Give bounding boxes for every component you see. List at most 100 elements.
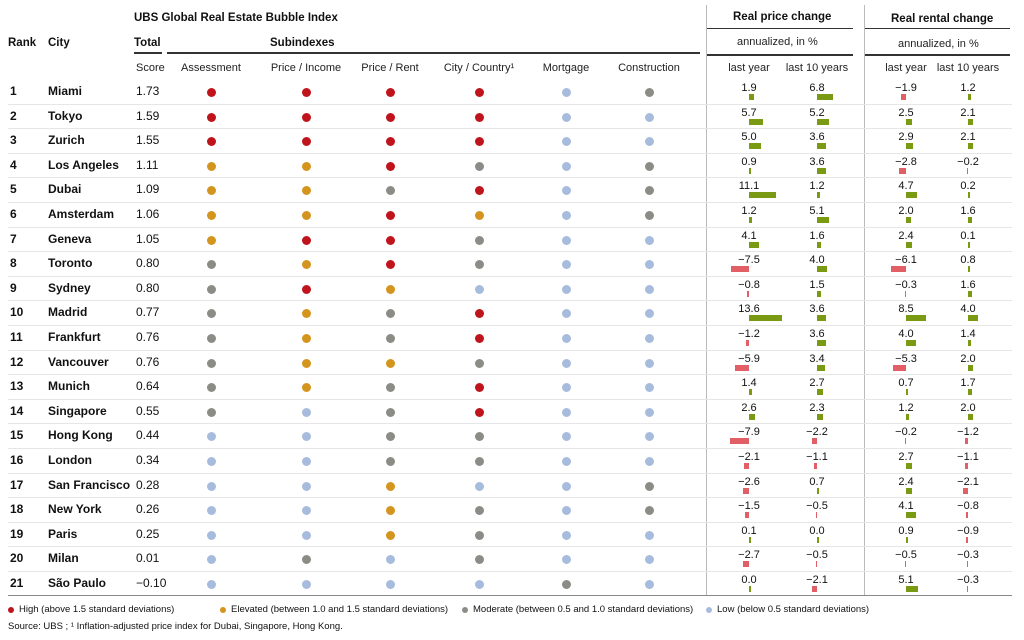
- change-value: −0.5: [895, 549, 917, 562]
- subindex-dot: [474, 432, 484, 442]
- legend-high-dot: [8, 606, 14, 613]
- subindex-col-header: Price / Rent: [361, 62, 419, 74]
- change-value: 2.7: [898, 451, 914, 463]
- subindex-dot: [644, 506, 654, 516]
- rank-header: Rank: [8, 37, 37, 49]
- change-bar: [749, 118, 763, 125]
- change-bar: [968, 118, 974, 125]
- change-bar: [745, 512, 749, 519]
- subindex-dot: [301, 555, 311, 565]
- subindex-dot: [206, 358, 216, 368]
- change-bar: [899, 167, 906, 174]
- change-bar: [743, 463, 749, 469]
- city-cell: Madrid: [48, 305, 88, 320]
- change-bar: [817, 413, 823, 420]
- subindexes-underline: [167, 52, 700, 54]
- change-value: 4.0: [809, 254, 825, 267]
- change-col-header: last 10 years: [936, 62, 1000, 74]
- subindex-dot: [206, 137, 216, 147]
- change-value: −2.1: [738, 451, 760, 463]
- subindex-dot: [561, 432, 571, 442]
- row-separator: [8, 374, 1012, 376]
- change-bar: [749, 217, 752, 223]
- change-bar: [968, 241, 970, 248]
- city-cell: Miami: [48, 84, 83, 98]
- rank-cell: 20: [10, 551, 24, 566]
- subindex-dot: [206, 161, 216, 171]
- change-bar: [749, 536, 751, 543]
- row-separator: [8, 472, 1012, 474]
- subindex-dot: [561, 112, 571, 122]
- subindex-dot: [644, 211, 654, 220]
- score-cell: 0.80: [136, 256, 160, 271]
- subindex-dot: [301, 432, 311, 442]
- subindex-dot: [385, 112, 395, 122]
- city-cell: Dubai: [48, 182, 82, 197]
- change-value: −2.1: [957, 475, 979, 488]
- legend-moderate-dot: [462, 606, 468, 613]
- score-cell: 1.55: [136, 133, 160, 148]
- row-separator: [8, 497, 1012, 499]
- score-cell: 1.09: [136, 182, 160, 197]
- change-value: −1.1: [957, 451, 979, 463]
- subindex-dot: [301, 506, 311, 516]
- change-bar: [904, 438, 906, 445]
- city-cell: Geneva: [48, 231, 92, 246]
- change-bar: [817, 94, 834, 100]
- legend-elevated: Elevated (between 1.0 and 1.5 standard d…: [220, 604, 448, 615]
- change-bar: [906, 315, 927, 322]
- change-bar: [731, 266, 749, 273]
- subindex-dot: [301, 407, 311, 417]
- change-bar: [968, 290, 972, 297]
- change-value: 1.2: [809, 180, 825, 193]
- subindex-dot: [644, 481, 654, 491]
- subindex-dot: [206, 481, 216, 491]
- change-bar: [817, 167, 826, 174]
- change-value: 4.0: [898, 328, 914, 340]
- change-bar: [815, 512, 817, 519]
- change-value: 1.2: [741, 205, 757, 217]
- subindex-dot: [385, 383, 395, 393]
- change-value: 5.0: [741, 131, 757, 144]
- change-value: 4.1: [898, 500, 914, 513]
- price-subheader-rule: [706, 54, 853, 56]
- subindex-dot: [206, 530, 216, 540]
- city-cell: Hong Kong: [48, 428, 113, 443]
- change-value: −5.9: [738, 352, 760, 365]
- change-value: 1.2: [960, 82, 976, 94]
- change-value: −2.6: [738, 475, 760, 488]
- change-bar: [742, 487, 749, 494]
- subindex-dot: [474, 88, 484, 97]
- change-bar: [734, 364, 749, 371]
- city-cell: Milan: [48, 551, 79, 566]
- change-value: 3.6: [809, 328, 825, 340]
- subindex-dot: [301, 580, 311, 589]
- change-value: −0.8: [738, 278, 760, 291]
- change-bar: [817, 118, 830, 125]
- change-value: 0.0: [741, 574, 757, 586]
- change-bar: [966, 586, 968, 592]
- score-cell: 0.28: [136, 477, 160, 492]
- change-value: 1.6: [809, 229, 825, 242]
- subindex-dot: [206, 309, 216, 319]
- row-separator: [8, 226, 1012, 228]
- subindex-dot: [474, 161, 484, 171]
- city-cell: São Paulo: [48, 576, 107, 590]
- change-value: 1.6: [960, 205, 976, 217]
- subindex-dot: [385, 161, 395, 171]
- change-value: 5.7: [741, 106, 757, 119]
- change-bar: [968, 315, 978, 322]
- table-bottom-rule: [8, 595, 1012, 596]
- subindex-dot: [644, 88, 654, 97]
- row-separator: [8, 349, 1012, 351]
- subindex-dot: [474, 407, 484, 417]
- change-bar: [817, 266, 827, 273]
- change-value: 2.4: [898, 475, 914, 488]
- subindex-dot: [206, 186, 216, 196]
- change-bar: [749, 167, 752, 174]
- change-bar: [906, 217, 911, 223]
- score-cell: 1.59: [136, 108, 160, 123]
- change-bar: [817, 290, 821, 297]
- rank-cell: 19: [10, 526, 24, 541]
- score-cell: 0.26: [136, 502, 160, 517]
